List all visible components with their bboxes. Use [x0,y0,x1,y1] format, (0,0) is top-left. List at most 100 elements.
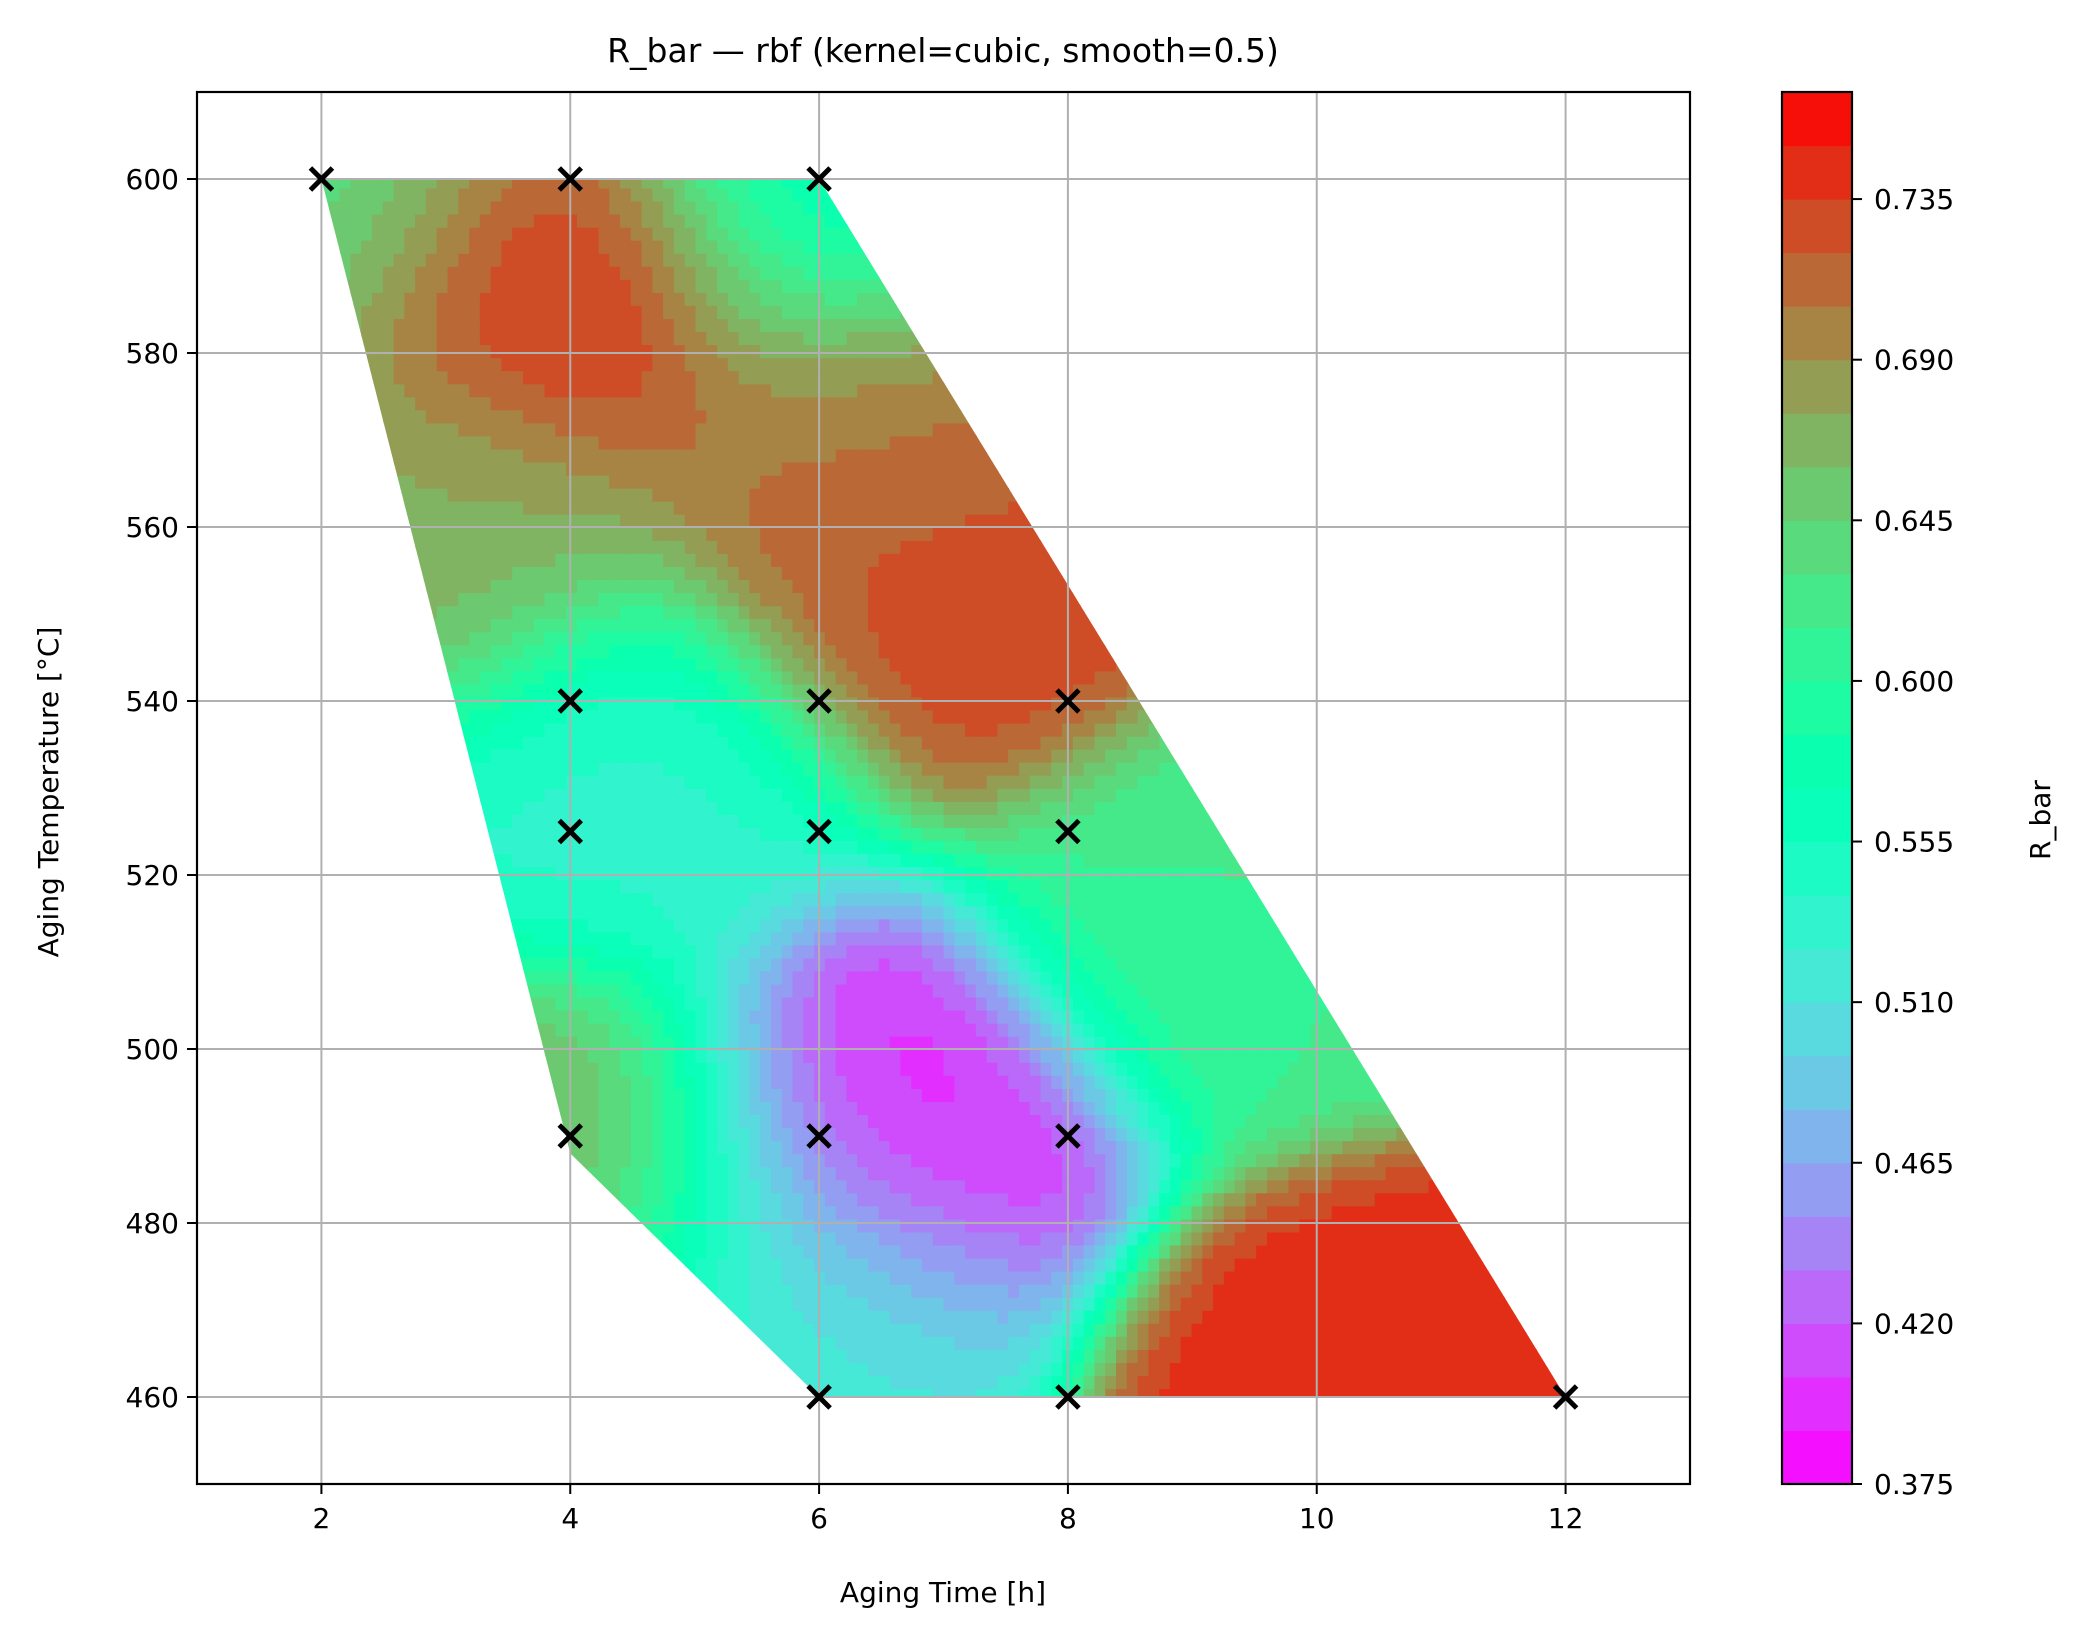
heatmap-cell [415,996,427,1011]
heatmap-cell [793,1414,805,1428]
heatmap-cell [307,1010,319,1024]
heatmap-cell [771,566,783,580]
heatmap-cell [717,774,729,789]
heatmap-cell [404,239,416,254]
heatmap-cell [512,305,524,319]
heatmap-cell [393,1231,406,1246]
heatmap-cell [620,500,632,515]
heatmap-cell [533,1166,546,1181]
heatmap-cell [588,149,600,163]
heatmap-cell [321,801,330,815]
heatmap-cell [609,422,621,437]
heatmap-cell [447,318,460,332]
heatmap-cell [469,136,481,150]
heatmap-cell [544,931,557,946]
heatmap-cell [415,657,427,672]
heatmap-cell [425,1088,438,1102]
heatmap-cell [609,1036,621,1050]
heatmap-cell [321,1323,330,1337]
heatmap-cell [544,239,557,254]
heatmap-cell [673,774,686,789]
heatmap-cell [555,383,567,398]
heatmap-cell [792,448,805,463]
heatmap-cell [727,866,740,881]
heatmap-cell [587,774,600,789]
heatmap-cell [781,1349,794,1363]
heatmap-cell [350,1336,362,1350]
heatmap-cell [339,1036,352,1050]
heatmap-cell [749,1323,761,1337]
heatmap-cell [717,136,729,150]
heatmap-cell [361,318,373,332]
heatmap-cell [469,892,481,907]
heatmap-cell [824,435,837,450]
heatmap-cell [372,396,384,411]
heatmap-cell [534,136,546,150]
heatmap-cell [321,305,330,319]
heatmap-cell [760,905,772,920]
heatmap-cell [663,905,675,920]
heatmap-cell [436,292,449,306]
heatmap-cell [512,179,524,189]
heatmap-cell [523,788,535,802]
heatmap-cell [350,944,362,959]
heatmap-cell [803,448,815,463]
heatmap-cell [630,1323,643,1337]
heatmap-cell [361,1388,373,1397]
heatmap-cell [663,748,675,763]
heatmap-cell [792,253,805,267]
heatmap-cell [641,1270,654,1285]
heatmap-cell [652,179,664,189]
heatmap-cell [490,200,503,215]
heatmap-cell [512,1179,524,1194]
heatmap-cell [544,1323,557,1337]
heatmap-cell [738,396,751,411]
heatmap-cell [425,370,438,385]
heatmap-cell [652,761,664,776]
heatmap-cell [544,1388,557,1397]
heatmap-cell [458,605,470,620]
heatmap-cell [641,579,654,594]
heatmap-cell [576,683,589,698]
heatmap-cell [824,814,837,828]
heatmap-cell [684,226,697,241]
heatmap-cell [609,1062,621,1076]
heatmap-cell [630,1101,643,1115]
heatmap-cell [350,1297,362,1311]
heatmap-cell [425,1270,438,1285]
heatmap-cell [630,579,643,594]
heatmap-cell [641,266,654,280]
heatmap-cell [469,566,481,580]
heatmap-cell [792,396,805,411]
heatmap-cell [523,553,535,567]
heatmap-cell [566,1022,578,1037]
heatmap-cell [695,1270,708,1285]
heatmap-cell [523,344,535,359]
heatmap-cell [695,461,708,476]
heatmap-cell [684,709,697,724]
heatmap-cell [469,435,481,450]
heatmap-cell [458,631,470,646]
heatmap-cell [684,200,697,215]
heatmap-cell [383,1428,395,1442]
heatmap-cell [760,996,772,1011]
heatmap-cell [609,1244,621,1259]
heatmap-cell [695,187,708,202]
heatmap-cell [523,774,535,789]
heatmap-cell [598,422,611,437]
heatmap-cell [620,1231,632,1246]
heatmap-cell [760,644,772,659]
heatmap-cell [620,918,632,933]
heatmap-cell [307,514,319,528]
heatmap-cell [695,1127,708,1142]
heatmap-cell [469,722,481,737]
heatmap-cell [512,1336,524,1350]
heatmap-cell [361,1414,373,1428]
heatmap-cell [415,761,427,776]
heatmap-cell [297,1088,309,1102]
heatmap-cell [544,474,557,489]
heatmap-cell [630,422,643,437]
heatmap-cell [576,540,589,554]
heatmap-cell [727,409,740,424]
heatmap-cell [641,944,654,959]
